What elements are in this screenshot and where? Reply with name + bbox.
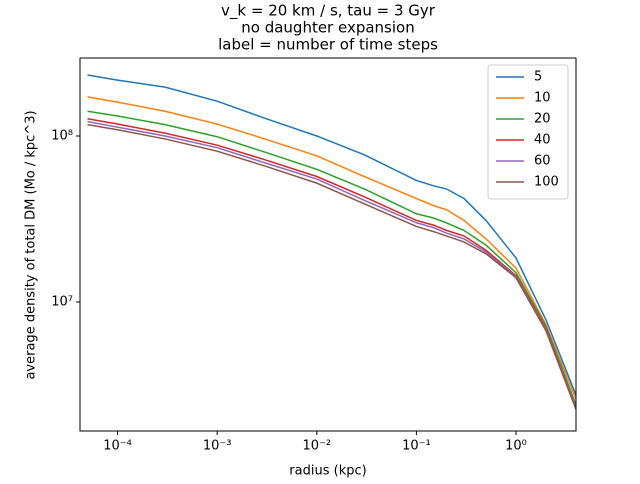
series-line	[87, 123, 576, 410]
legend-label: 10	[534, 91, 551, 106]
x-tick-label: 10⁻²	[302, 439, 331, 454]
series-line	[87, 120, 576, 409]
legend-label: 60	[534, 154, 551, 169]
y-axis-label: average density of total DM (Mo / kpc^3)	[24, 110, 39, 379]
chart-title: no daughter expansion	[241, 19, 414, 37]
y-tick-label: 10⁸	[51, 128, 73, 143]
plot-frame	[79, 57, 577, 432]
x-axis-label: radius (kpc)	[289, 464, 366, 479]
x-tick-label: 10⁰	[505, 439, 527, 454]
x-tick-label: 10⁻⁴	[103, 439, 132, 454]
series-line	[87, 96, 576, 400]
series-line	[87, 74, 576, 396]
series-line	[87, 110, 576, 406]
legend-label: 5	[534, 70, 542, 85]
x-tick-label: 10⁻³	[203, 439, 232, 454]
series-line	[87, 118, 576, 409]
legend-label: 100	[534, 175, 559, 190]
chart-title: v_k = 20 km / s, tau = 3 Gyr	[221, 2, 436, 21]
chart-title: label = number of time steps	[218, 36, 438, 54]
y-tick-label: 10⁷	[51, 294, 73, 309]
legend-label: 40	[534, 133, 551, 148]
legend-label: 20	[534, 112, 551, 127]
x-tick-label: 10⁻¹	[402, 439, 431, 454]
